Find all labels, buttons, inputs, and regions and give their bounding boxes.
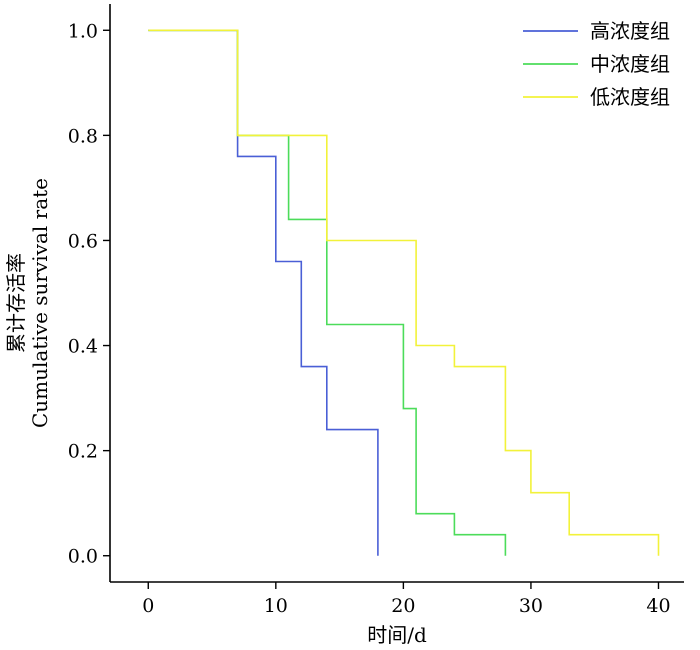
series-group [148,29,660,556]
y-ticks: 0.0 0.2 0.4 0.6 0.8 1.0 [68,20,110,568]
y-tick-label-0: 0.0 [68,546,98,568]
legend-label-0: 高浓度组 [590,19,670,43]
x-axis-label: 时间/d [367,623,427,647]
y-axis-label-en: Cumulative survival rate [28,178,52,428]
y-axis-label-cn: 累计存活率 [4,253,28,353]
x-tick-label-20: 20 [391,595,415,617]
y-tick-label-4: 0.8 [68,125,98,147]
x-ticks: 0 10 20 30 40 [142,582,671,617]
series-line-1 [148,29,507,556]
legend-label-2: 低浓度组 [590,85,670,109]
y-tick-label-2: 0.4 [68,336,98,358]
x-tick-label-40: 40 [646,595,670,617]
y-tick-label-1: 0.2 [68,441,98,463]
y-tick-label-5: 1.0 [68,20,98,42]
y-axis-label: 累计存活率 Cumulative survival rate [4,178,52,428]
x-tick-label-10: 10 [264,595,288,617]
x-tick-label-30: 30 [519,595,543,617]
series-line-2 [148,29,660,556]
axes [109,4,684,583]
legend-label-1: 中浓度组 [590,52,670,76]
series-line-0 [148,29,379,556]
x-tick-label-0: 0 [142,595,154,617]
y-tick-label-3: 0.6 [68,230,98,252]
